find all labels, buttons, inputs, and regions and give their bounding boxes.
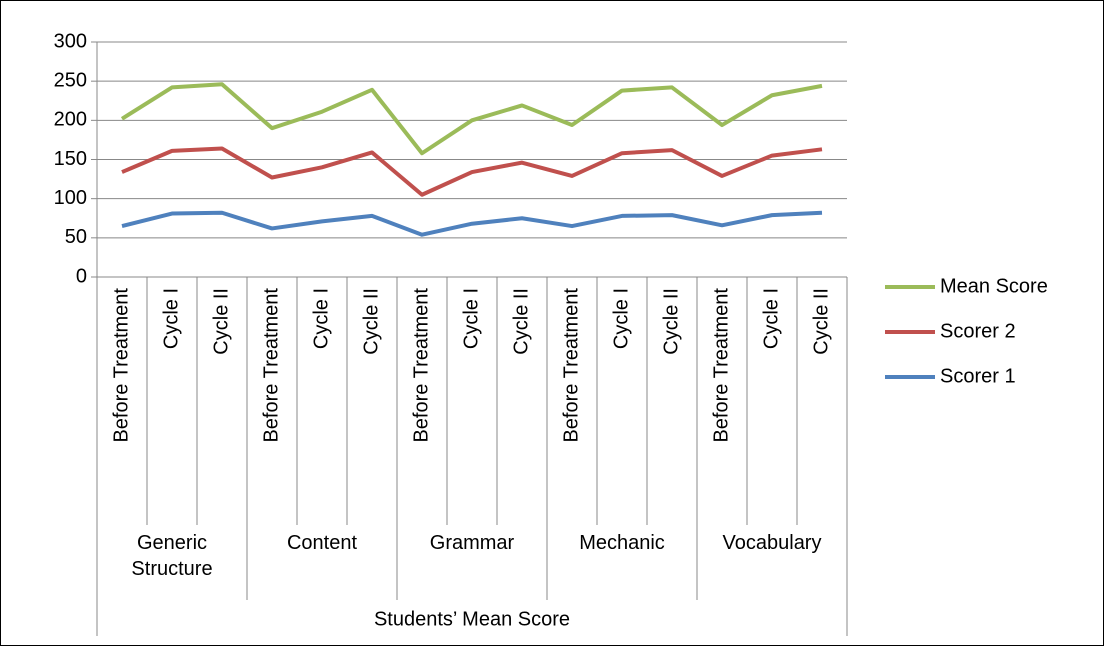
- group-label-text: Mechanic: [579, 532, 665, 554]
- legend-label: Mean Score: [940, 275, 1048, 297]
- group-label: Grammar: [429, 532, 515, 554]
- group-label-text: Content: [286, 532, 358, 554]
- series-line: [121, 146, 823, 197]
- x-tick-label: Before Treatment: [560, 288, 582, 443]
- y-tick-label: 50: [65, 226, 87, 248]
- x-tick-label: Before Treatment: [260, 288, 282, 443]
- x-tick-label: Before Treatment: [710, 288, 732, 443]
- series-line: [120, 82, 823, 156]
- group-label: Mechanic: [579, 532, 665, 554]
- y-tick-label: 0: [76, 265, 87, 287]
- x-tick-label: Cycle I: [160, 288, 182, 349]
- y-tick-label: 150: [54, 148, 87, 170]
- x-tick-label: Cycle II: [510, 288, 532, 355]
- y-tick-label: 100: [54, 187, 87, 209]
- x-tick-label: Before Treatment: [110, 288, 132, 443]
- x-tick-label: Cycle I: [760, 288, 782, 349]
- x-tick-label: Cycle II: [810, 288, 832, 355]
- series-line: [121, 210, 823, 237]
- group-label: Generic Structure: [131, 532, 213, 580]
- group-label-text: Generic Structure: [131, 532, 213, 580]
- y-tick-label: 200: [54, 109, 87, 131]
- group-label: Vocabulary: [722, 532, 822, 554]
- x-tick-label: Cycle II: [360, 288, 382, 355]
- group-label-text: Grammar: [429, 532, 515, 554]
- x-tick-label: Cycle I: [610, 288, 632, 349]
- x-tick-label: Cycle I: [460, 288, 482, 349]
- x-tick-label: Cycle II: [210, 288, 232, 355]
- legend-label: Scorer 1: [940, 365, 1016, 387]
- y-tick-label: 300: [54, 30, 87, 52]
- x-tick-label: Before Treatment: [410, 288, 432, 443]
- x-axis-label: Students’ Mean Score: [374, 608, 570, 630]
- y-tick-label: 250: [54, 69, 87, 91]
- group-label: Content: [286, 532, 358, 554]
- group-label-text: Vocabulary: [722, 532, 822, 554]
- x-tick-label: Cycle II: [660, 288, 682, 355]
- legend-label: Scorer 2: [940, 320, 1016, 342]
- x-tick-label: Cycle I: [310, 288, 332, 349]
